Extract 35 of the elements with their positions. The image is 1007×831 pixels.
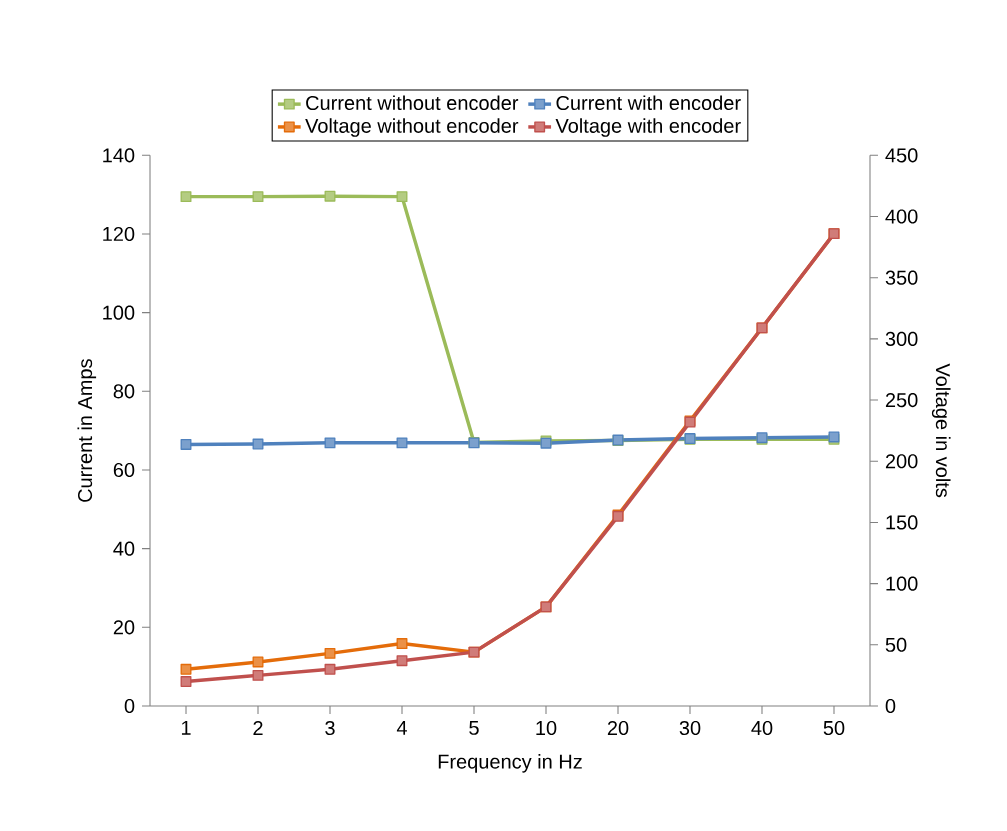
y2-tick-label: 400 (885, 209, 918, 224)
y-tick-label: 80 (113, 384, 135, 399)
x-tick-label: 50 (823, 720, 845, 736)
y2-tick-label: 350 (885, 270, 918, 285)
y2-tick-label: 100 (886, 576, 918, 591)
x-tick-label: 40 (751, 720, 773, 736)
legend-label: Current without encoder (306, 95, 519, 111)
y-tick-label: 140 (103, 148, 135, 163)
y-tick-label: 0 (124, 698, 135, 714)
y-tick-label: 60 (113, 462, 135, 478)
y2-axis-title: Voltage in volts (931, 363, 951, 498)
x-tick-label: 20 (607, 720, 629, 736)
legend-label: Voltage without encoder (305, 118, 519, 137)
x-tick-label: 4 (396, 720, 407, 735)
y2-tick-label: 200 (885, 454, 918, 469)
x-tick-label: 10 (536, 720, 557, 736)
y2-tick-label: 450 (885, 148, 918, 163)
y2-tick-label: 250 (885, 392, 918, 408)
legend-label: Voltage with encoder (555, 118, 741, 137)
y2-tick-label: 300 (885, 331, 918, 346)
x-tick-label: 1 (181, 720, 191, 735)
x-tick-label: 30 (679, 720, 701, 736)
y-tick-label: 100 (103, 305, 135, 320)
y2-tick-label: 0 (885, 698, 896, 714)
x-tick-label: 3 (325, 720, 335, 736)
x-tick-label: 2 (253, 720, 263, 735)
x-axis-title: Frequency in Hz (438, 754, 582, 773)
y-tick-label: 20 (113, 620, 135, 635)
legend-label: Current with encoder (556, 95, 741, 111)
y-axis-title: Current in Amps (77, 359, 97, 502)
x-tick-label: 5 (469, 720, 479, 735)
y2-tick-label: 150 (886, 515, 918, 530)
y-tick-label: 120 (103, 226, 135, 242)
y2-tick-label: 50 (885, 637, 907, 652)
y-tick-label: 40 (113, 541, 135, 556)
